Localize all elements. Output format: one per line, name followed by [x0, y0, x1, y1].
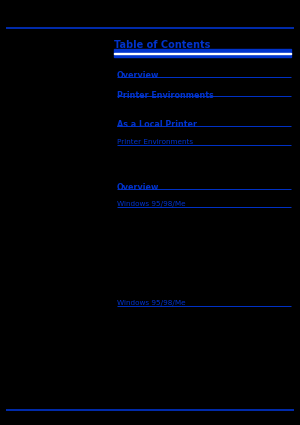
- Bar: [114, 53, 291, 54]
- Text: Table of Contents: Table of Contents: [114, 40, 210, 51]
- Text: Overview: Overview: [117, 183, 159, 192]
- Text: Printer Environments: Printer Environments: [117, 139, 193, 145]
- Text: Windows 95/98/Me: Windows 95/98/Me: [117, 201, 186, 207]
- Text: As a Local Printer: As a Local Printer: [117, 120, 197, 129]
- Bar: [114, 49, 291, 57]
- Text: Windows 95/98/Me: Windows 95/98/Me: [117, 300, 186, 306]
- Text: Overview: Overview: [117, 71, 159, 80]
- Text: Printer Environments: Printer Environments: [117, 91, 214, 99]
